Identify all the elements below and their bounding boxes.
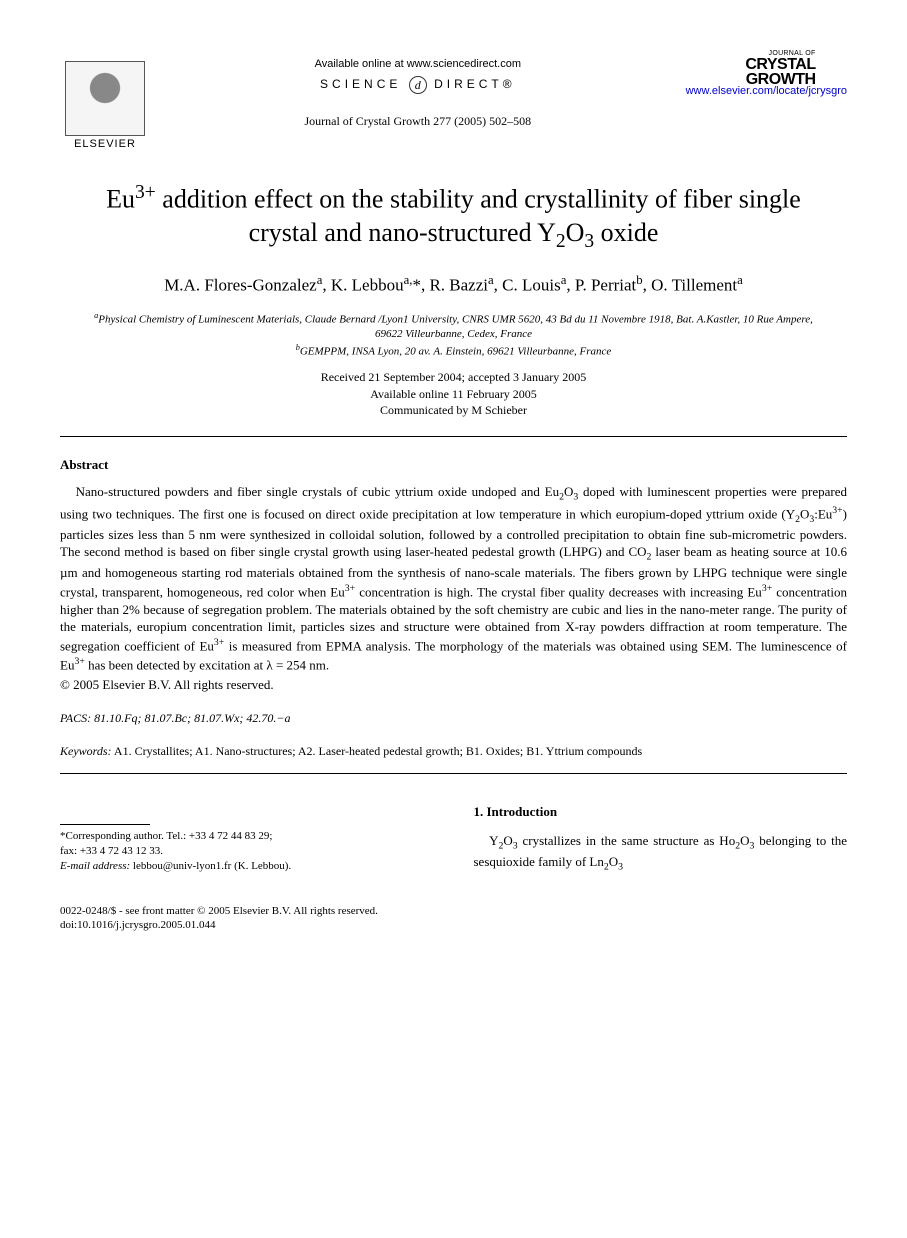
- corr-email: E-mail address: lebbou@univ-lyon1.fr (K.…: [60, 859, 434, 874]
- header-right: JOURNAL OF CRYSTAL GROWTH www.elsevier.c…: [686, 50, 847, 97]
- online-date: Available online 11 February 2005: [60, 386, 847, 402]
- author-list: M.A. Flores-Gonzaleza, K. Lebboua,*, R. …: [60, 273, 847, 296]
- left-column: *Corresponding author. Tel.: +33 4 72 44…: [60, 804, 434, 874]
- footer-front-matter: 0022-0248/$ - see front matter © 2005 El…: [60, 904, 847, 918]
- sd-swirl-icon: d: [409, 76, 427, 94]
- pacs-label: PACS:: [60, 711, 91, 725]
- rule-bottom: [60, 773, 847, 774]
- communicated-by: Communicated by M Schieber: [60, 402, 847, 418]
- available-online-text: Available online at www.sciencedirect.co…: [150, 58, 686, 70]
- journal-link[interactable]: www.elsevier.com/locate/jcrysgro: [686, 85, 847, 97]
- intro-body: Y2O3 crystallizes in the same structure …: [474, 832, 848, 874]
- affiliations: aPhysical Chemistry of Luminescent Mater…: [90, 310, 817, 360]
- keywords-label: Keywords:: [60, 744, 112, 758]
- publisher-logo: ELSEVIER: [60, 50, 150, 150]
- publisher-name: ELSEVIER: [74, 138, 136, 150]
- affiliation-a: aPhysical Chemistry of Luminescent Mater…: [90, 310, 817, 342]
- journal-logo-line1: CRYSTAL: [686, 57, 816, 72]
- two-column-region: *Corresponding author. Tel.: +33 4 72 44…: [60, 804, 847, 874]
- corr-email-label: E-mail address:: [60, 860, 130, 872]
- article-dates: Received 21 September 2004; accepted 3 J…: [60, 369, 847, 418]
- abstract-copyright: © 2005 Elsevier B.V. All rights reserved…: [60, 677, 847, 693]
- abstract-heading: Abstract: [60, 457, 847, 473]
- corr-tel: *Corresponding author. Tel.: +33 4 72 44…: [60, 829, 434, 844]
- sd-post: DIRECT®: [434, 77, 516, 91]
- right-column: 1. Introduction Y2O3 crystallizes in the…: [474, 804, 848, 874]
- journal-reference: Journal of Crystal Growth 277 (2005) 502…: [150, 114, 686, 129]
- keywords-line: Keywords: A1. Crystallites; A1. Nano-str…: [60, 744, 847, 759]
- intro-heading: 1. Introduction: [474, 804, 848, 820]
- corresponding-author: *Corresponding author. Tel.: +33 4 72 44…: [60, 829, 434, 874]
- journal-logo: JOURNAL OF CRYSTAL GROWTH: [686, 50, 816, 87]
- abstract-body: Nano-structured powders and fiber single…: [60, 483, 847, 673]
- sd-pre: SCIENCE: [320, 77, 401, 91]
- article-title: Eu3+ addition effect on the stability an…: [80, 180, 827, 255]
- corr-email-value: lebbou@univ-lyon1.fr (K. Lebbou).: [130, 860, 291, 872]
- science-direct-logo: SCIENCE d DIRECT®: [150, 76, 686, 94]
- header-center: Available online at www.sciencedirect.co…: [150, 50, 686, 133]
- rule-top: [60, 436, 847, 437]
- footer: 0022-0248/$ - see front matter © 2005 El…: [60, 904, 847, 933]
- corr-fax: fax: +33 4 72 43 12 33.: [60, 844, 434, 859]
- pacs-line: PACS: 81.10.Fq; 81.07.Bc; 81.07.Wx; 42.7…: [60, 711, 847, 726]
- elsevier-tree-icon: [65, 61, 145, 136]
- received-date: Received 21 September 2004; accepted 3 J…: [60, 369, 847, 385]
- corresponding-divider: [60, 824, 150, 825]
- affiliation-b: bGEMPPM, INSA Lyon, 20 av. A. Einstein, …: [90, 342, 817, 360]
- footer-doi: doi:10.1016/j.jcrysgro.2005.01.044: [60, 918, 847, 932]
- pacs-value: 81.10.Fq; 81.07.Bc; 81.07.Wx; 42.70.−a: [91, 711, 290, 725]
- header-region: ELSEVIER Available online at www.science…: [60, 50, 847, 150]
- keywords-value: A1. Crystallites; A1. Nano-structures; A…: [112, 744, 643, 758]
